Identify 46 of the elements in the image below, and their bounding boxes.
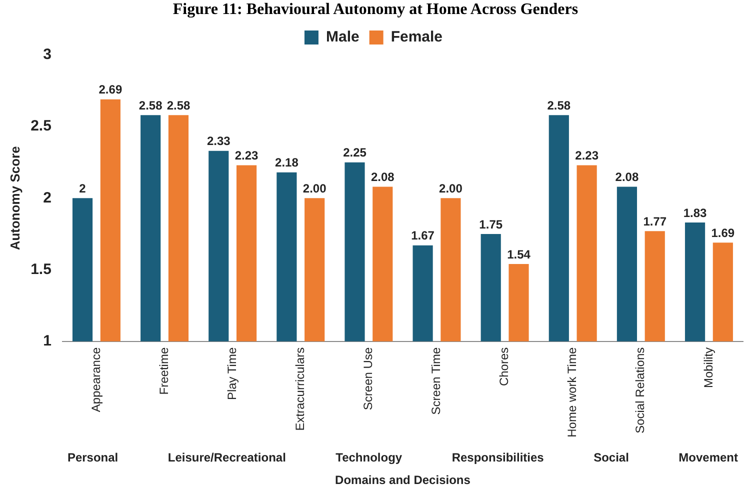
data-label: 1.69 [711, 226, 735, 240]
legend-label: Female [390, 28, 443, 46]
x-tick-label: Mobility [701, 347, 716, 388]
data-label: 2.00 [439, 181, 463, 196]
text: Leisure/Recreational [168, 450, 286, 464]
data-label: 2 [79, 181, 86, 196]
data-label: 2.00 [302, 181, 327, 196]
data-label: 1.54 [507, 247, 531, 262]
data-label: 1.83 [683, 206, 708, 220]
data-label: 2.33 [206, 134, 231, 148]
data-label: 2.23 [575, 148, 599, 163]
legend-label: Male [326, 28, 360, 46]
y-tick-label: 2.5 [30, 118, 52, 135]
y-axis-title: Autonomy Score [7, 146, 22, 250]
data-label: 1.67 [411, 228, 435, 243]
data-label: 2.25 [343, 146, 367, 160]
chart-title: Figure 11: Behavioural Autonomy at Home Across Genders [172, 0, 580, 20]
x-tick-label: Appearance [88, 347, 103, 412]
text: Personal [67, 450, 118, 464]
y-tick-label: 1 [43, 332, 52, 350]
data-label: 2.08 [370, 170, 395, 184]
x-tick-label: Chores [497, 347, 512, 386]
text: Movement [678, 450, 738, 464]
text: Responsibilities [452, 450, 544, 464]
y-tick-label: 1.5 [30, 260, 52, 278]
y-tick-label: 2 [43, 189, 52, 206]
x-tick-label: Freetime [156, 347, 171, 395]
x-tick-label: Extracurriculars [292, 347, 307, 431]
data-label: 2.58 [138, 98, 163, 112]
data-label: 2.23 [234, 148, 259, 163]
x-tick-label: Home work Time [565, 347, 580, 438]
data-label: 2.69 [98, 82, 122, 97]
x-axis-title: Domains and Decisions [335, 473, 471, 488]
data-label: 2.18 [275, 156, 299, 170]
text: Social [594, 450, 629, 464]
data-label: 2.58 [547, 98, 571, 112]
x-tick-label: Screen Use [361, 347, 376, 410]
x-tick-label: Social Relations [633, 347, 648, 434]
data-label: 2.58 [166, 98, 190, 112]
x-tick-label: Screen Time [429, 347, 444, 415]
x-tick-label: Play Time [224, 347, 239, 400]
data-label: 2.08 [615, 170, 639, 184]
text: Technology [336, 450, 402, 464]
data-label: 1.77 [643, 214, 667, 228]
data-label: 1.75 [479, 217, 503, 232]
y-tick-label: 3 [43, 46, 52, 64]
